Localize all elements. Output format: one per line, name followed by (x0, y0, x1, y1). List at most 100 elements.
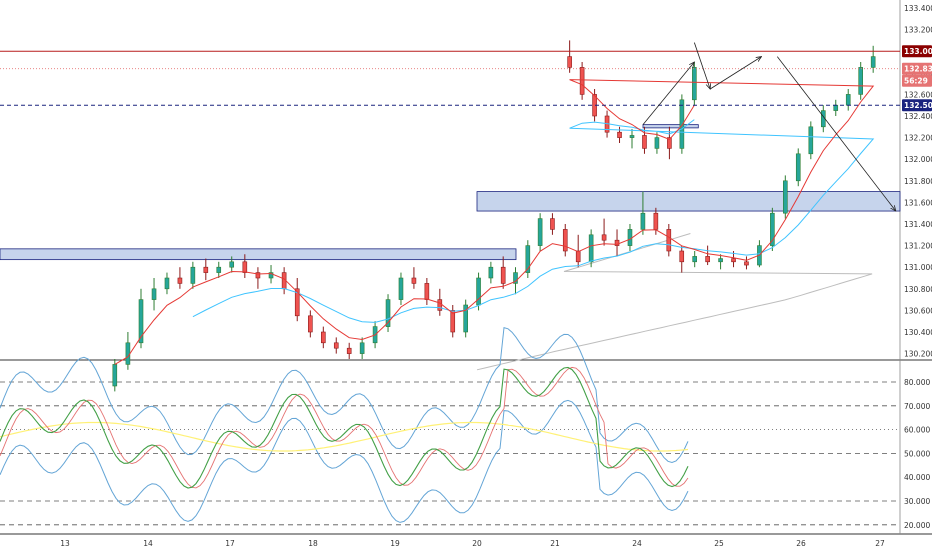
candle-body[interactable] (808, 126, 814, 155)
candle-body[interactable] (567, 56, 572, 68)
candle-body[interactable] (679, 99, 685, 149)
candle-body[interactable] (870, 56, 876, 68)
candle-body[interactable] (177, 277, 183, 284)
candle-body[interactable] (833, 104, 839, 111)
y-tick-label: 130.200 (904, 350, 932, 359)
candle-body[interactable] (666, 229, 672, 252)
y-tick-label: 130.400 (904, 328, 932, 337)
candle-body[interactable] (667, 137, 672, 149)
x-tick-label: 25 (714, 539, 724, 548)
candle-body[interactable] (654, 137, 660, 149)
candle-body[interactable] (845, 94, 851, 106)
candle-body[interactable] (359, 342, 365, 354)
candle-body[interactable] (268, 272, 274, 279)
rsi-signal-line (0, 366, 689, 489)
candle-body[interactable] (255, 272, 261, 279)
rise-arrow (642, 62, 694, 125)
candle-body[interactable] (488, 266, 494, 279)
projection-arrow (693, 42, 710, 89)
candle-body[interactable] (294, 288, 300, 317)
candle-body[interactable] (450, 310, 456, 333)
resistance-price-label-bg (902, 45, 932, 58)
bb-lower-line (0, 399, 689, 523)
supply-demand-zone[interactable] (642, 124, 699, 129)
candle-body[interactable] (500, 266, 506, 284)
candle-body[interactable] (588, 234, 594, 263)
candle-body[interactable] (190, 266, 196, 284)
dashed-level-label: 132.500 (904, 101, 932, 110)
candle-body[interactable] (398, 277, 404, 300)
candle-body[interactable] (731, 258, 736, 263)
candle-body[interactable] (138, 299, 144, 344)
candle-body[interactable] (770, 212, 775, 246)
y-tick-label: 130.600 (904, 306, 932, 315)
y-tick-label: 130.800 (904, 285, 932, 294)
candle-body[interactable] (216, 266, 222, 273)
rsi-line (0, 366, 689, 489)
candle-body[interactable] (151, 288, 157, 300)
candle-body[interactable] (858, 67, 864, 95)
candle-body[interactable] (718, 258, 723, 263)
y-tick-label: 132.400 (904, 112, 932, 121)
candle-body[interactable] (537, 218, 543, 246)
x-tick-label: 24 (632, 539, 642, 548)
candle-body[interactable] (125, 342, 131, 365)
candle-body[interactable] (795, 153, 801, 182)
x-tick-label: 27 (875, 539, 885, 548)
candle-body[interactable] (424, 283, 430, 300)
supply-demand-zone[interactable] (0, 248, 517, 261)
candle-body[interactable] (575, 250, 581, 263)
candle-body[interactable] (579, 67, 585, 95)
candle-body[interactable] (550, 218, 555, 230)
candle-body[interactable] (229, 261, 235, 268)
x-tick-label: 17 (225, 539, 235, 548)
candle-body[interactable] (308, 315, 313, 333)
candle-body[interactable] (437, 299, 443, 311)
rsi-ma-line (0, 421, 689, 452)
candle-body[interactable] (333, 342, 339, 349)
candle-body[interactable] (601, 234, 607, 241)
candle-body[interactable] (112, 364, 118, 387)
candle-body[interactable] (692, 256, 697, 263)
candle-body[interactable] (629, 135, 635, 138)
candle-body[interactable] (346, 347, 352, 354)
candle-body[interactable] (513, 272, 518, 284)
candle-body[interactable] (463, 304, 468, 333)
last-price-label: 132.838 (904, 65, 932, 74)
supply-demand-zone[interactable] (476, 191, 901, 212)
candle-body[interactable] (617, 131, 622, 138)
y-tick-label: 131.400 (904, 220, 932, 229)
y-tick-label: 131.600 (904, 198, 932, 207)
candle-body[interactable] (411, 277, 417, 284)
candle-body[interactable] (653, 212, 659, 230)
ema-mid-line (192, 119, 875, 323)
candle-body[interactable] (614, 239, 620, 246)
x-tick-label: 13 (60, 539, 70, 548)
candle-body[interactable] (525, 245, 531, 273)
candle-body[interactable] (744, 261, 749, 266)
y-tick-label: 132.200 (904, 134, 932, 143)
countdown-label: 56:29 (904, 77, 928, 86)
candle-body[interactable] (783, 180, 788, 214)
y-tick-label: 131.200 (904, 242, 932, 251)
candle-body[interactable] (692, 67, 697, 101)
candle-body[interactable] (242, 261, 248, 273)
candle-body[interactable] (476, 277, 481, 306)
osc-tick-label: 80.000 (904, 378, 930, 387)
candle-body[interactable] (385, 299, 391, 327)
y-tick-label: 131.000 (904, 263, 932, 272)
candle-body[interactable] (679, 250, 685, 263)
candle-body[interactable] (627, 229, 633, 246)
candle-body[interactable] (642, 135, 647, 149)
candle-body[interactable] (164, 277, 170, 290)
candle-body[interactable] (562, 229, 568, 252)
candle-body[interactable] (640, 212, 646, 230)
candle-body[interactable] (203, 266, 209, 273)
osc-tick-label: 70.000 (904, 402, 930, 411)
osc-tick-label: 60.000 (904, 426, 930, 435)
countdown-label-bg (902, 74, 932, 87)
candle-body[interactable] (321, 331, 326, 344)
candle-body[interactable] (705, 256, 710, 263)
